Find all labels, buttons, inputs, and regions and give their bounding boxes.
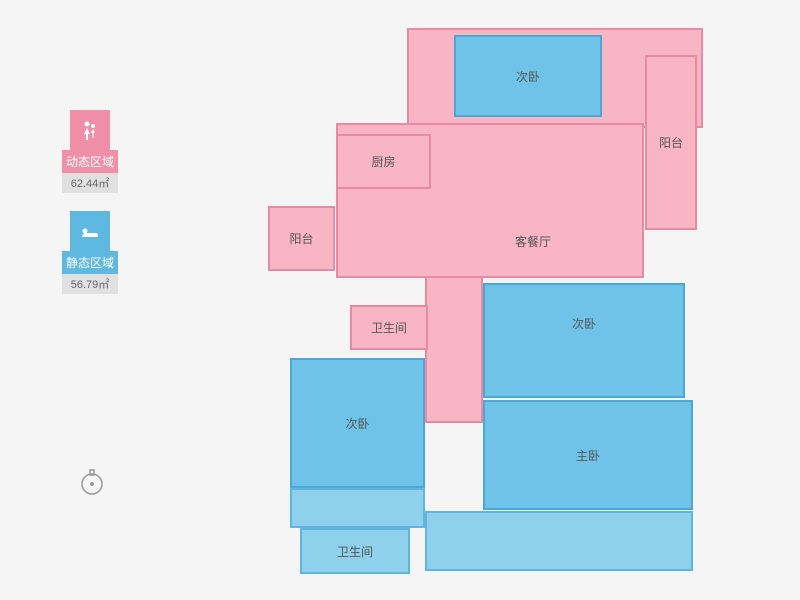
- label-bedroom-top: 次卧: [516, 68, 540, 85]
- label-balcony-right: 阳台: [659, 134, 683, 151]
- compass-icon: [78, 468, 106, 501]
- room-corridor: [425, 276, 483, 423]
- room-bedroom-mid-right: 次卧: [483, 283, 685, 398]
- room-bathroom-2: 卫生间: [300, 528, 410, 574]
- legend-static: 静态区域 56.79㎡: [62, 211, 118, 294]
- legend-static-label: 静态区域: [62, 251, 118, 274]
- room-balcony-left: 阳台: [268, 206, 335, 271]
- room-bottom-ext: [290, 488, 425, 528]
- room-kitchen: 厨房: [336, 134, 431, 189]
- label-bathroom-2: 卫生间: [337, 543, 373, 560]
- label-balcony-left: 阳台: [289, 230, 313, 247]
- people-icon: [70, 110, 110, 150]
- label-bedroom-mid-right: 次卧: [572, 315, 596, 332]
- legend-dynamic-label: 动态区域: [62, 150, 118, 173]
- room-bathroom-1: 卫生间: [350, 305, 428, 350]
- label-master-bedroom: 主卧: [576, 447, 600, 464]
- legend-dynamic: 动态区域 62.44㎡: [62, 110, 118, 193]
- legend-panel: 动态区域 62.44㎡ 静态区域 56.79㎡: [62, 110, 118, 312]
- room-bedroom-top: 次卧: [454, 35, 602, 117]
- label-bedroom-mid-left: 次卧: [345, 415, 369, 432]
- sleep-icon: [70, 211, 110, 251]
- label-kitchen: 厨房: [371, 153, 395, 170]
- room-master-bedroom: 主卧: [483, 400, 693, 510]
- label-bathroom-1: 卫生间: [371, 319, 407, 336]
- floorplan: 次卧 阳台 客餐厅 厨房 阳台 卫生间 次卧 次卧 主卧 卫生间: [260, 28, 745, 583]
- room-balcony-right: 阳台: [645, 55, 697, 230]
- room-bottom-strip: [425, 511, 693, 571]
- legend-dynamic-value: 62.44㎡: [62, 173, 118, 193]
- legend-static-value: 56.79㎡: [62, 274, 118, 294]
- room-bedroom-mid-left: 次卧: [290, 358, 425, 488]
